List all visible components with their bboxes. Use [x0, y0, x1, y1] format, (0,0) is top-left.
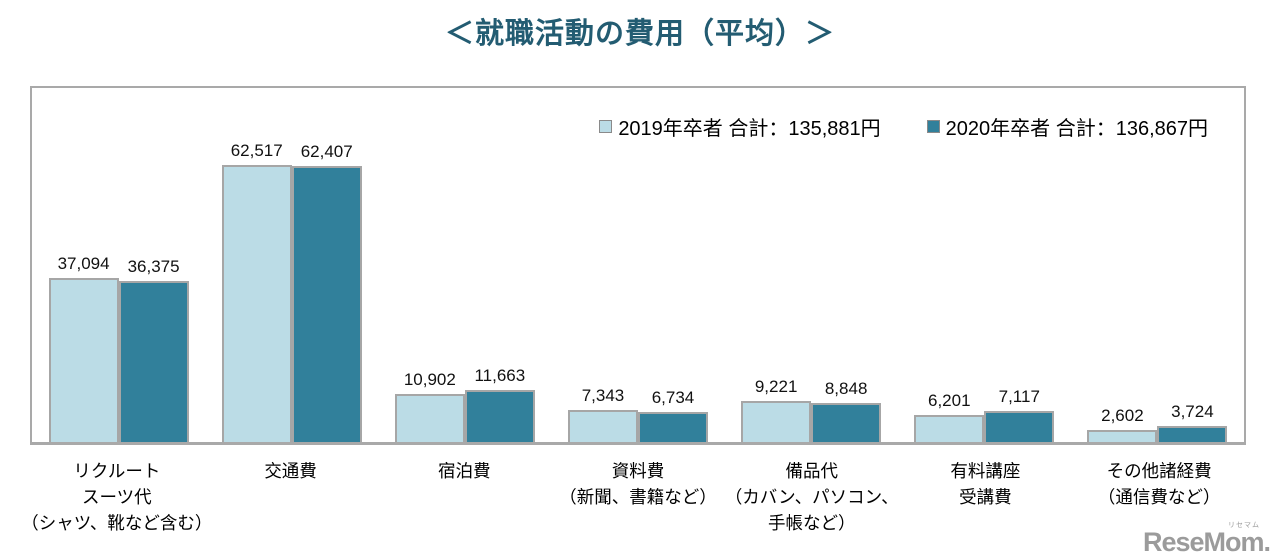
resemom-logo: ReseMom. リセマム — [1142, 522, 1271, 558]
bar-2019-3 — [567, 410, 638, 442]
barwrap-2019-6: 2,602 — [1087, 406, 1158, 442]
bar-group-1: 62,517 62,407 — [205, 141, 378, 442]
category-label-6: その他諸経費 （通信費など） — [1097, 461, 1221, 507]
chart-legend: 2019年卒者 合計：135,881円 2020年卒者 合計：136,867円 — [599, 112, 1208, 141]
bar-2020-0 — [118, 281, 189, 442]
bar-2019-2 — [394, 394, 465, 442]
barwrap-2020-5: 7,117 — [984, 387, 1055, 442]
bar-group-2: 10,902 11,663 — [378, 366, 551, 442]
value-label-2019-3: 7,343 — [581, 386, 625, 405]
barwrap-2020-2: 11,663 — [464, 366, 535, 442]
bar-2019-4 — [741, 401, 812, 442]
bar-2019-6 — [1087, 430, 1158, 442]
value-label-2020-5: 7,117 — [998, 387, 1040, 406]
legend-swatch-2020 — [926, 120, 940, 133]
bar-group-4: 9,221 8,848 — [725, 377, 898, 442]
bar-2020-6 — [1157, 426, 1228, 442]
barwrap-2019-4: 9,221 — [741, 377, 812, 442]
category-label-4: 備品代 （カバン、パソコン、 手帳など） — [724, 461, 899, 533]
barwrap-2019-3: 7,343 — [567, 386, 638, 442]
bar-2020-3 — [637, 412, 708, 442]
value-label-2019-6: 2,602 — [1101, 406, 1144, 425]
value-label-2019-4: 9,221 — [754, 377, 798, 396]
legend-item-2020: 2020年卒者 合計：136,867円 — [926, 112, 1208, 141]
bar-group-5: 6,201 7,117 — [898, 387, 1071, 442]
value-label-2020-4: 8,848 — [824, 379, 868, 398]
value-label-2020-1: 62,407 — [300, 142, 353, 161]
category-label-0: リクルート スーツ代 （シャツ、靴など含む） — [21, 461, 213, 533]
barwrap-2019-0: 37,094 — [48, 254, 119, 442]
value-label-2020-3: 6,734 — [651, 388, 695, 407]
value-label-2019-5: 6,201 — [927, 391, 971, 410]
bar-group-0: 37,094 36,375 — [32, 254, 205, 442]
value-label-2019-0: 37,094 — [57, 254, 110, 273]
resemom-logo-text: ReseMom. — [1142, 527, 1271, 557]
bar-2020-4 — [811, 403, 882, 442]
chart-plot-area: 2019年卒者 合計：135,881円 2020年卒者 合計：136,867円 … — [30, 86, 1246, 445]
value-label-2020-2: 11,663 — [474, 366, 526, 385]
bar-2019-1 — [221, 165, 292, 442]
legend-swatch-2019 — [599, 120, 613, 133]
page-title: ＜就職活動の費用（平均）＞ — [444, 18, 835, 50]
barwrap-2019-2: 10,902 — [394, 370, 465, 442]
bar-group-3: 7,343 6,734 — [551, 386, 724, 442]
bar-2020-1 — [291, 166, 362, 442]
category-label-1: 交通費 — [264, 461, 317, 481]
bar-2019-5 — [914, 415, 985, 442]
barwrap-2020-1: 62,407 — [291, 142, 362, 442]
bar-2020-5 — [984, 411, 1055, 442]
bar-groups: 37,094 36,375 62,517 62,407 10,902 11,663 7,34… — [32, 88, 1244, 442]
category-label-5: 有料講座 受講費 — [950, 461, 1021, 507]
resemom-logo-ruby: リセマム — [1228, 522, 1260, 529]
bar-group-6: 2,602 3,724 — [1071, 402, 1244, 442]
legend-item-2019: 2019年卒者 合計：135,881円 — [599, 112, 881, 141]
category-labels: リクルート スーツ代 （シャツ、靴など含む） 交通費 宿泊費 資料費 （新聞、書籍など） 備品… — [21, 458, 1246, 548]
legend-label-2020: 2020年卒者 合計：136,867円 — [945, 118, 1208, 140]
category-label-3: 資料費 （新聞、書籍など） — [559, 461, 717, 507]
category-label-2: 宿泊費 — [438, 461, 491, 481]
barwrap-2020-4: 8,848 — [811, 379, 882, 442]
barwrap-2020-6: 3,724 — [1157, 402, 1228, 442]
value-label-2019-2: 10,902 — [403, 370, 456, 389]
value-label-2020-0: 36,375 — [127, 257, 180, 276]
bar-2020-2 — [464, 390, 535, 442]
barwrap-2019-1: 62,517 — [221, 141, 292, 442]
bar-2019-0 — [48, 278, 119, 442]
barwrap-2019-5: 6,201 — [914, 391, 985, 442]
barwrap-2020-3: 6,734 — [637, 388, 708, 442]
barwrap-2020-0: 36,375 — [118, 257, 189, 442]
value-label-2020-6: 3,724 — [1171, 402, 1214, 421]
value-label-2019-1: 62,517 — [230, 141, 283, 160]
legend-label-2019: 2019年卒者 合計：135,881円 — [618, 118, 881, 140]
